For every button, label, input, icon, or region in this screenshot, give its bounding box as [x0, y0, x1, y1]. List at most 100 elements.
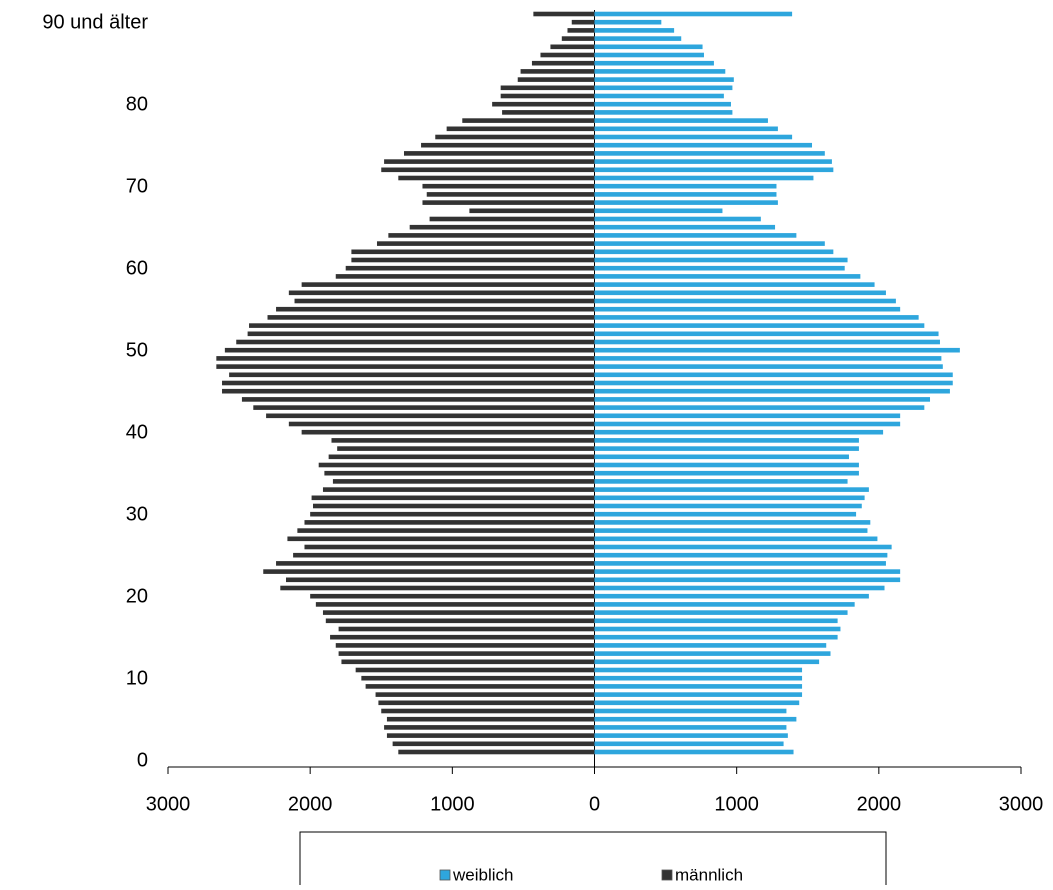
bar: [310, 511, 595, 517]
y-tick-label: 70: [126, 175, 148, 197]
bar: [594, 692, 803, 697]
bar: [322, 487, 595, 492]
bar: [594, 667, 803, 673]
bar: [594, 101, 731, 107]
legend: weiblich männlich: [299, 831, 887, 890]
bar: [594, 577, 901, 583]
bar: [594, 331, 939, 337]
bar: [594, 167, 834, 173]
bar: [421, 142, 595, 148]
bar: [594, 323, 925, 328]
bar: [594, 85, 733, 91]
bar: [222, 380, 595, 386]
bar: [285, 577, 595, 583]
bar: [386, 733, 595, 738]
bar: [594, 224, 776, 230]
bar: [594, 749, 794, 755]
bar: [594, 257, 848, 263]
bar: [594, 339, 940, 345]
bar: [381, 708, 595, 714]
bar: [594, 479, 848, 484]
bar: [517, 77, 595, 82]
bar: [398, 749, 595, 755]
bar: [241, 397, 595, 402]
bar: [594, 511, 857, 517]
bar: [276, 561, 595, 566]
y-tick-label: 10: [126, 667, 148, 689]
bar: [594, 651, 831, 656]
bar: [276, 306, 595, 312]
legend-label: weiblich: [452, 865, 513, 884]
x-tick-label: 3000: [146, 793, 191, 815]
bar: [594, 602, 855, 607]
bar: [435, 134, 595, 140]
bar: [325, 618, 595, 624]
x-tick-label: 3000: [999, 793, 1044, 815]
bar: [594, 708, 787, 714]
bar: [594, 716, 797, 722]
bar: [332, 479, 595, 484]
legend-swatch: [661, 869, 673, 881]
bar: [384, 725, 595, 730]
bar: [422, 200, 595, 205]
bar: [594, 446, 859, 451]
bar: [263, 569, 595, 574]
bar: [288, 421, 595, 427]
bar: [304, 520, 595, 525]
bar: [594, 462, 859, 468]
x-tick-label: 1000: [430, 793, 475, 815]
bar: [337, 446, 595, 451]
bar: [594, 487, 869, 492]
bar: [594, 69, 726, 74]
bar: [594, 11, 793, 17]
bar: [594, 429, 884, 435]
bar: [594, 233, 797, 238]
bar: [594, 290, 886, 296]
bar: [594, 659, 820, 665]
y-tick-label: 60: [126, 257, 148, 279]
bar: [594, 741, 784, 747]
bar: [315, 602, 595, 607]
legend-swatch: [439, 869, 451, 881]
bar: [561, 36, 595, 41]
bar: [594, 118, 768, 123]
bar: [594, 552, 888, 558]
bar: [594, 265, 845, 271]
legend-box: [299, 831, 887, 890]
bar: [446, 126, 595, 132]
y-tick-label: 0: [137, 749, 148, 771]
bar: [594, 610, 848, 615]
x-tick-label: 2000: [288, 793, 333, 815]
bar: [594, 175, 814, 181]
bar: [594, 142, 813, 148]
bar: [318, 462, 595, 468]
bar: [594, 725, 787, 730]
bar: [422, 183, 595, 189]
bar: [594, 454, 849, 460]
bar: [594, 544, 892, 550]
bar: [594, 372, 953, 378]
bar: [531, 60, 595, 66]
bar: [301, 429, 595, 435]
bar: [594, 405, 925, 410]
bar: [594, 643, 827, 648]
bar: [594, 388, 950, 394]
bar: [293, 552, 595, 558]
y-tick-label: 20: [126, 585, 148, 607]
bar: [328, 454, 595, 460]
bar: [594, 356, 942, 361]
bar: [594, 126, 778, 132]
bar: [594, 110, 733, 115]
bar: [398, 175, 595, 181]
bar: [236, 339, 595, 345]
bar: [594, 700, 800, 706]
bar: [381, 167, 595, 173]
bar: [594, 503, 862, 509]
bar: [594, 675, 803, 681]
bar: [403, 151, 595, 156]
y-tick-label: 90 und älter: [42, 11, 148, 33]
bar: [429, 216, 595, 222]
bar: [594, 733, 788, 738]
bar: [341, 659, 595, 665]
bar: [594, 569, 901, 574]
